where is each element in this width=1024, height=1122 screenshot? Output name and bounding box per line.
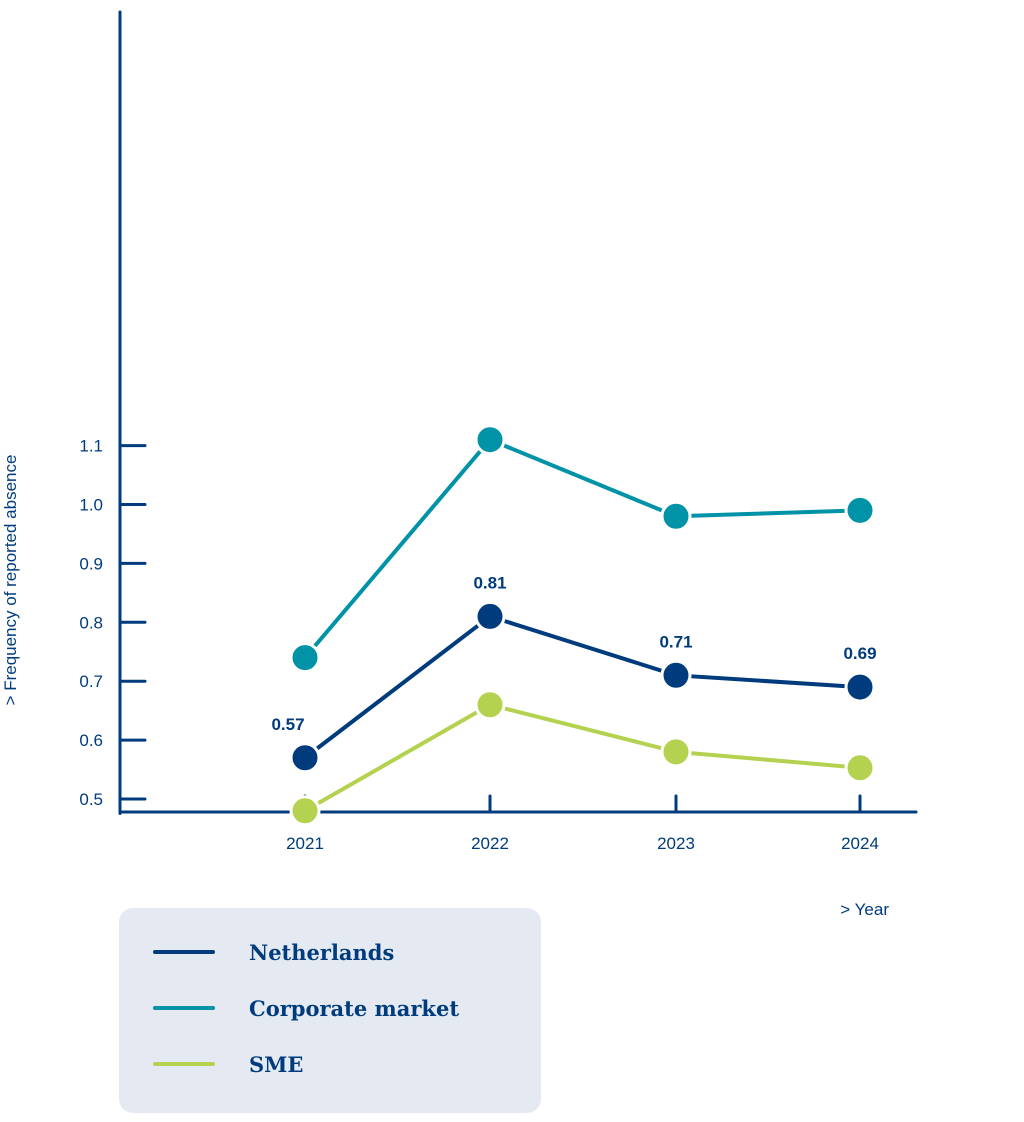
x-tick-label: 2024 (841, 834, 879, 853)
y-axis-title: > Frequency of reported absence (1, 455, 20, 706)
data-label-netherlands: 0.71 (659, 632, 692, 651)
legend-swatch-netherlands (153, 950, 215, 954)
data-point-corporate-market (289, 642, 321, 674)
data-label-netherlands: 0.57 (271, 715, 304, 734)
series-netherlands: 0.57 0.81 0.71 0.69 (271, 573, 877, 774)
data-label-netherlands: 0.81 (473, 573, 506, 592)
legend-item-netherlands: Netherlands (153, 937, 394, 967)
data-point-sme (474, 689, 506, 721)
legend-swatch-corporate-market (153, 1006, 215, 1010)
legend: Netherlands Corporate market SME (119, 908, 541, 1113)
legend-item-sme: SME (153, 1049, 303, 1079)
y-tick-label: 0.9 (79, 554, 103, 573)
x-tick-label: 2022 (471, 834, 509, 853)
data-point-netherlands (660, 659, 692, 691)
data-label-netherlands: 0.69 (843, 644, 876, 663)
legend-label-sme: SME (249, 1051, 304, 1077)
legend-swatch-sme (153, 1062, 215, 1066)
series-line-sme (304, 702, 861, 813)
legend-label-netherlands: Netherlands (249, 939, 395, 965)
data-point-netherlands (844, 671, 876, 703)
series-line-netherlands (303, 614, 861, 760)
data-point-sme (844, 752, 876, 784)
y-tick-label: 1.0 (79, 496, 103, 515)
data-point-netherlands (474, 600, 506, 632)
y-tick-label: 0.7 (79, 672, 103, 691)
series-layer: 0.57 0.81 0.71 0.69 (271, 424, 877, 827)
series-corporate-market (289, 424, 876, 674)
x-tick-label: 2023 (657, 834, 695, 853)
data-point-netherlands (289, 742, 321, 774)
y-tick-label: 0.6 (79, 731, 103, 750)
data-point-sme (660, 736, 692, 768)
legend-item-corporate-market: Corporate market (153, 993, 459, 1023)
data-point-corporate-market (844, 494, 876, 526)
x-tick-label: 2021 (286, 834, 324, 853)
legend-label-corporate-market: Corporate market (249, 995, 460, 1021)
series-line-corporate-market (303, 437, 861, 659)
series-sme (289, 689, 876, 827)
data-point-sme (289, 795, 321, 827)
x-axis-title: > Year (840, 900, 889, 919)
y-tick-label: 0.8 (79, 613, 103, 632)
data-point-corporate-market (474, 424, 506, 456)
y-tick-label: 0.5 (79, 790, 103, 809)
data-point-corporate-market (660, 500, 692, 532)
axes: 0.5 0.6 0.7 0.8 0.9 1.0 1.1 2021 2022 2023 2024 (79, 10, 918, 853)
y-tick-label: 1.1 (79, 437, 103, 456)
